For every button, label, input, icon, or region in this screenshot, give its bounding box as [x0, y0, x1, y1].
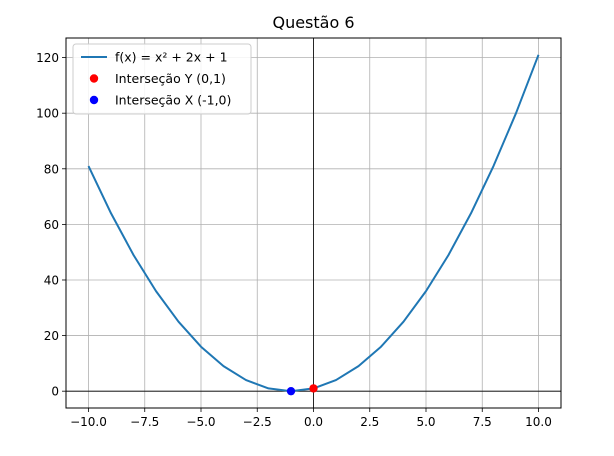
y-tick-label: 100	[36, 107, 59, 121]
x-tick-label: −7.5	[130, 415, 159, 429]
legend-label: Interseção Y (0,1)	[115, 71, 226, 86]
x-tick-label: −2.5	[243, 415, 272, 429]
x-tick-label: 2.5	[360, 415, 379, 429]
y-tick-label: 0	[51, 385, 59, 399]
y-tick-label: 120	[36, 51, 59, 65]
legend-box	[72, 43, 252, 115]
legend: f(x) = x² + 2x + 1 Interseção Y (0,1) Inte…	[72, 43, 252, 115]
x-tick-label: −5.0	[186, 415, 215, 429]
x-axis: −10.0 −7.5 −5.0 −2.5 0.0 2.5 5.0 7.5 10.0	[70, 408, 552, 429]
x-tick-label: −10.0	[70, 415, 107, 429]
x-tick-label: 0.0	[304, 415, 323, 429]
y-tick-label: 40	[44, 273, 59, 287]
x-tick-label: 7.5	[473, 415, 492, 429]
legend-label: Interseção X (-1,0)	[115, 93, 231, 108]
chart-title: Questão 6	[272, 13, 354, 32]
y-axis: 0 20 40 60 80 100 120	[36, 51, 66, 399]
x-tick-label: 10.0	[525, 415, 552, 429]
series-layer	[87, 54, 540, 396]
y-tick-label: 80	[44, 162, 59, 176]
legend-label: f(x) = x² + 2x + 1	[115, 50, 228, 65]
x-tick-label: 5.0	[416, 415, 435, 429]
data-point-interse-o-x-1-0	[286, 386, 296, 396]
y-tick-label: 20	[44, 329, 59, 343]
y-tick-label: 60	[44, 218, 59, 232]
data-point-interse-o-y-0-1	[309, 384, 318, 393]
legend-point-swatch	[89, 74, 99, 83]
legend-point-swatch	[89, 95, 99, 105]
